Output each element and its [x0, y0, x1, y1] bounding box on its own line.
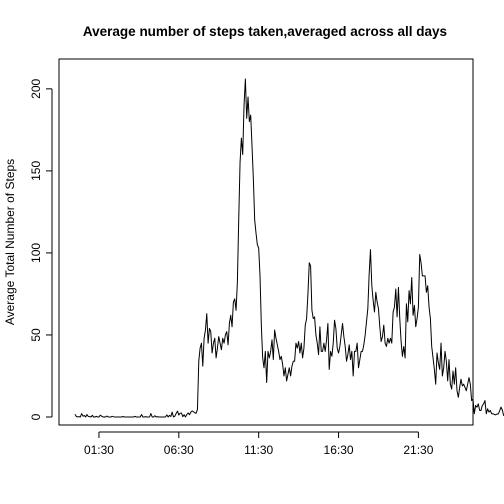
- series-line: [74, 78, 504, 418]
- x-tick-label: 11:30: [244, 443, 273, 457]
- y-tick-label: 100: [29, 243, 43, 263]
- y-axis-label: Average Total Number of Steps: [3, 159, 17, 325]
- x-tick-label: 06:30: [164, 443, 194, 457]
- y-tick-label: 200: [29, 79, 43, 99]
- x-tick-label: 16:30: [324, 443, 354, 457]
- x-axis: 01:30 06:30 11:30 16:30 21:30: [84, 431, 434, 457]
- y-tick-label: 150: [29, 161, 43, 181]
- plot-frame: [58, 58, 474, 426]
- x-tick-label: 21:30: [403, 443, 433, 457]
- chart-title: Average number of steps taken,averaged a…: [83, 24, 447, 39]
- y-tick-label: 50: [29, 328, 43, 342]
- y-axis: 0 50 100 150 200: [29, 79, 53, 420]
- y-tick-label: 0: [29, 413, 43, 420]
- x-tick-label: 01:30: [84, 443, 114, 457]
